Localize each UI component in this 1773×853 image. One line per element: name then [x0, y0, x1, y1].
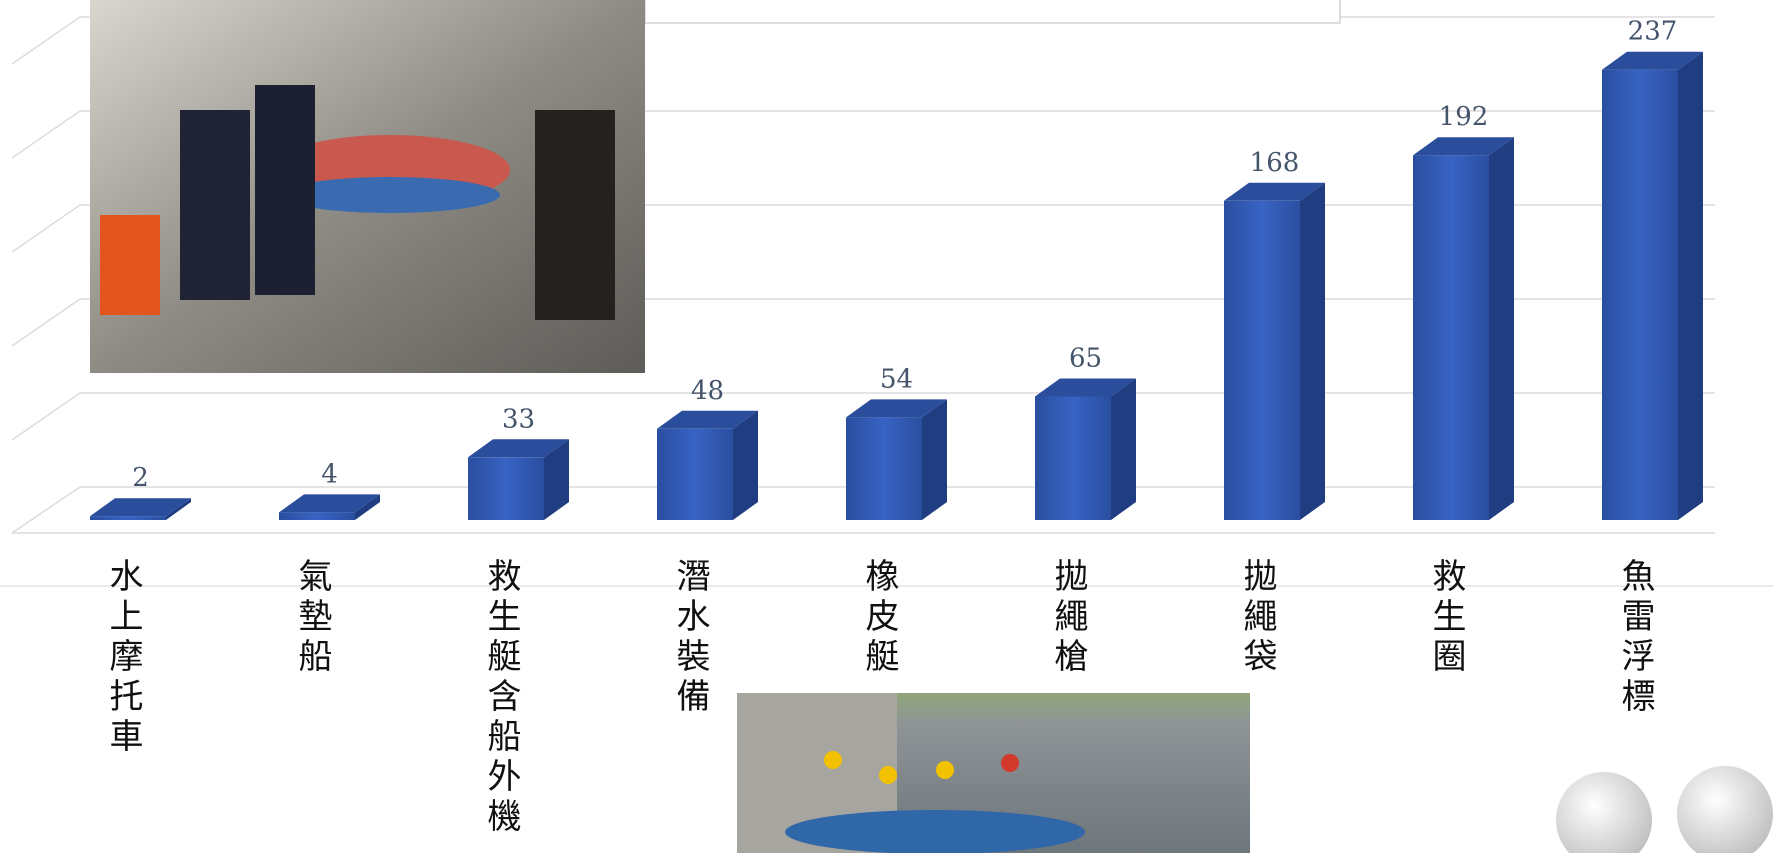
bar-top — [1224, 182, 1325, 201]
bar — [1224, 200, 1300, 521]
bars — [90, 51, 1703, 521]
bar — [1035, 396, 1111, 520]
bar-side — [1300, 182, 1325, 521]
bar — [846, 417, 922, 520]
photo-boat-garage — [90, 0, 645, 373]
bar-top — [1413, 137, 1514, 156]
bar — [657, 428, 733, 520]
x-tick-label: 拋繩槍 — [1048, 558, 1088, 678]
bar-top — [846, 399, 947, 418]
value-label: 168 — [1250, 148, 1300, 178]
decor-balls — [1556, 766, 1773, 853]
bar — [468, 457, 544, 520]
bar-side — [1678, 51, 1703, 520]
bar-side — [355, 494, 380, 520]
bar — [1413, 155, 1489, 520]
bar-top — [1035, 378, 1136, 397]
bar-top — [279, 494, 380, 513]
value-label: 2 — [132, 463, 149, 493]
title-box — [644, 0, 1341, 24]
bar-side — [733, 410, 758, 520]
x-tick-label: 拋繩袋 — [1237, 558, 1277, 678]
value-label: 237 — [1628, 17, 1678, 47]
value-label: 48 — [691, 376, 724, 406]
bar-side — [922, 399, 947, 520]
bar-side — [166, 498, 191, 520]
x-tick-label: 救生艇含船外機 — [481, 558, 521, 838]
bar — [279, 512, 355, 520]
x-tick-label: 魚雷浮標 — [1615, 558, 1655, 718]
x-tick-label: 橡皮艇 — [859, 558, 899, 678]
value-label: 54 — [880, 364, 913, 394]
bar-side — [1111, 378, 1136, 520]
x-tick-label: 救生圈 — [1426, 558, 1466, 678]
bar-top — [90, 498, 191, 517]
x-tick-label: 水上摩托車 — [103, 558, 143, 758]
x-tick-label: 潛水裝備 — [670, 558, 710, 718]
bar — [90, 516, 166, 520]
bar-side — [1489, 137, 1514, 520]
bar — [1602, 69, 1678, 520]
value-label: 4 — [321, 459, 338, 489]
bar-top — [657, 410, 758, 429]
bar-top — [1602, 51, 1703, 70]
bar-top — [468, 439, 569, 458]
photo-rafting — [737, 693, 1250, 853]
value-label: 65 — [1069, 344, 1102, 374]
bar-side — [544, 439, 569, 520]
value-label: 33 — [502, 404, 535, 434]
value-label: 192 — [1439, 102, 1489, 132]
x-tick-label: 氣墊船 — [292, 558, 332, 678]
